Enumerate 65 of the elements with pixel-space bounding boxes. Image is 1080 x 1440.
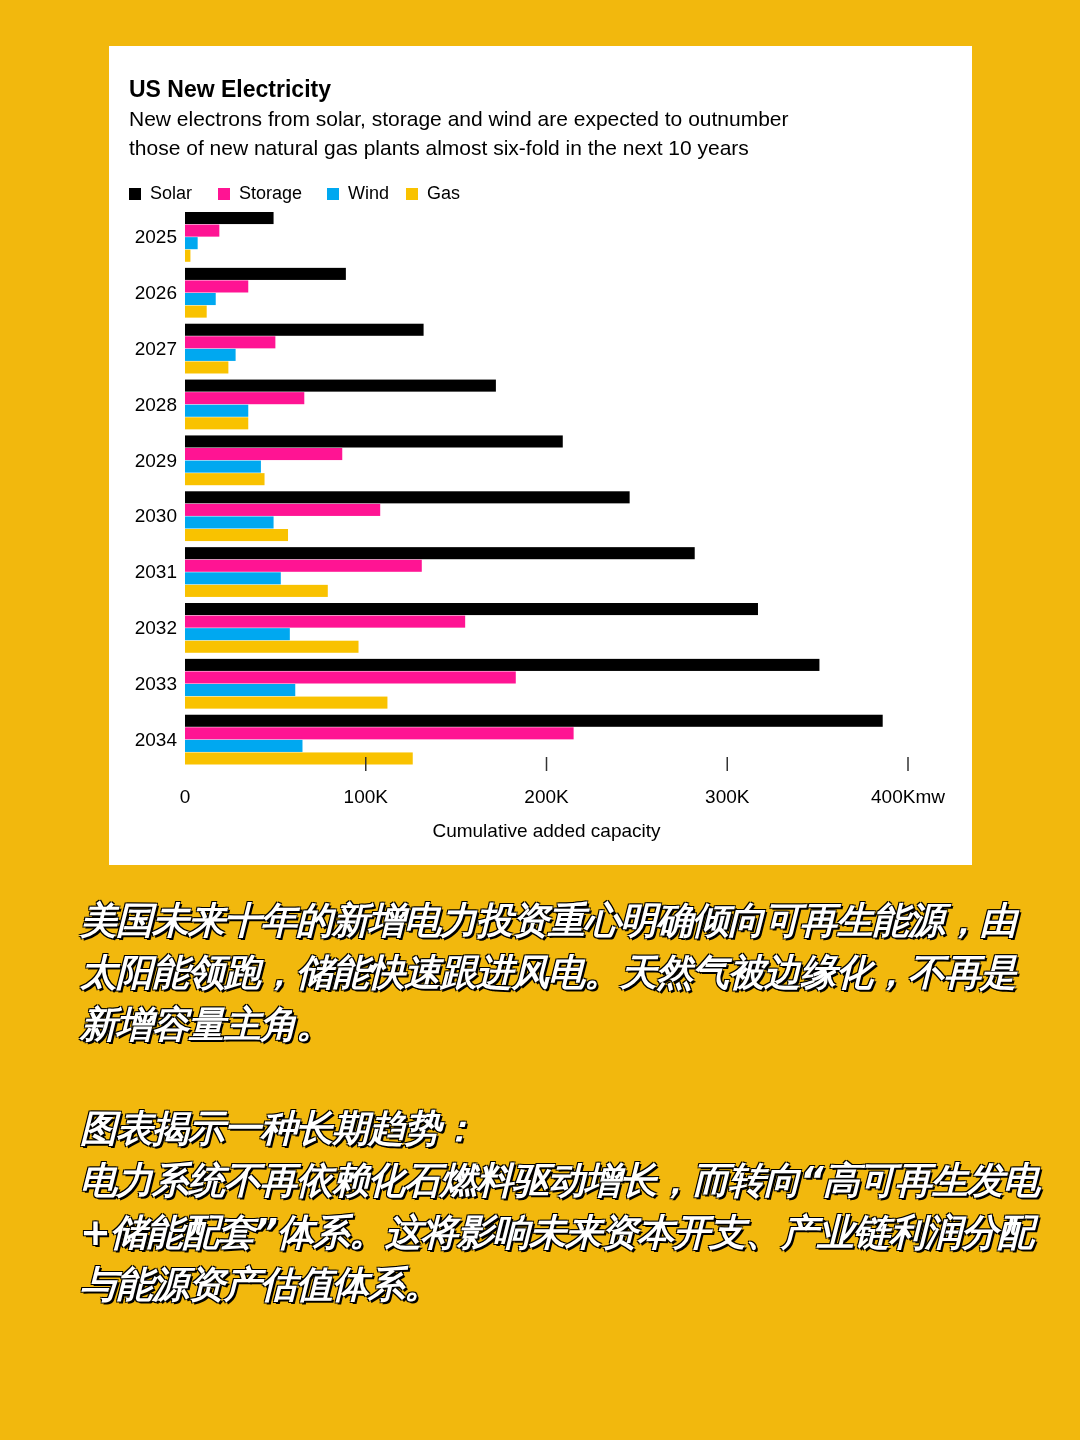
bar	[185, 460, 261, 473]
bar	[185, 584, 328, 597]
legend-label: Gas	[427, 183, 461, 203]
text: 美国未来十年的新增电力投资重心明确倾向可再生能源，由太阳能领跑，储能快速跟进风电。天然气被边缘化，不再是新增容量主角。	[80, 898, 1021, 1048]
bar	[185, 559, 422, 572]
bar	[185, 671, 516, 684]
bar	[185, 503, 381, 516]
bar	[185, 435, 563, 448]
x-tick-label: 0	[179, 786, 191, 807]
x-tick-label: 100K	[343, 786, 389, 807]
y-tick-label: 2030	[134, 505, 177, 527]
y-tick-label: 2028	[134, 393, 177, 415]
bar	[185, 603, 758, 616]
text: 电力系统不再依赖化石燃料驱动增长，而转向“高可再生发电+储能配套”体系。这将影响未来资本开支、产业链利润分配与能源资产估值体系。	[80, 1158, 1040, 1308]
bar	[185, 529, 289, 542]
y-tick-label: 2033	[134, 673, 177, 695]
bar	[185, 293, 216, 306]
x-tick-label: 300K	[705, 786, 750, 807]
x-axis-title: Cumulative added capacity	[432, 820, 662, 841]
bar	[185, 212, 274, 225]
y-tick-label: 2025	[134, 226, 177, 248]
bar	[185, 417, 249, 430]
bar	[185, 547, 695, 560]
bar	[185, 249, 191, 262]
bar	[185, 305, 207, 318]
bar	[185, 752, 413, 765]
y-tick-label: 2027	[134, 337, 177, 359]
legend-label: Wind	[348, 183, 390, 203]
bar	[185, 348, 236, 361]
bar	[185, 628, 290, 641]
bar	[185, 727, 574, 740]
bar	[185, 267, 346, 280]
text: 图表揭示一种长期趋势：	[80, 1106, 477, 1152]
bar	[185, 615, 466, 628]
legend-label: Solar	[150, 183, 193, 203]
bar	[185, 684, 296, 697]
bar	[185, 473, 265, 486]
x-tick-label: 400Kmw	[871, 786, 946, 807]
y-tick-label: 2032	[134, 617, 177, 639]
legend-label: Storage	[239, 183, 303, 203]
y-tick-label: 2031	[134, 561, 177, 583]
bar	[185, 392, 305, 405]
bar	[185, 280, 249, 293]
bar	[185, 361, 229, 374]
y-tick-label: 2029	[134, 449, 177, 471]
chart-title: US New Electricity	[129, 76, 332, 102]
bar	[185, 714, 883, 727]
bar	[185, 323, 424, 336]
bar	[185, 572, 281, 585]
bar	[185, 379, 496, 392]
bar	[185, 696, 388, 709]
bar	[185, 658, 820, 671]
bar	[185, 640, 359, 653]
bar	[185, 336, 276, 349]
chart-subtitle: New electrons from solar, storage and wind are expected to outnumber those of new natural gas plants almost six-fold in the next 10 years	[129, 107, 789, 159]
bar	[185, 224, 220, 237]
x-tick-label: 200K	[524, 786, 570, 807]
bar	[185, 491, 630, 504]
y-tick-label: 2026	[134, 281, 177, 303]
bar	[185, 516, 274, 529]
bar	[185, 404, 249, 417]
bar	[185, 448, 343, 461]
bar	[185, 237, 198, 250]
bar	[185, 739, 303, 752]
y-tick-label: 2034	[134, 728, 178, 750]
